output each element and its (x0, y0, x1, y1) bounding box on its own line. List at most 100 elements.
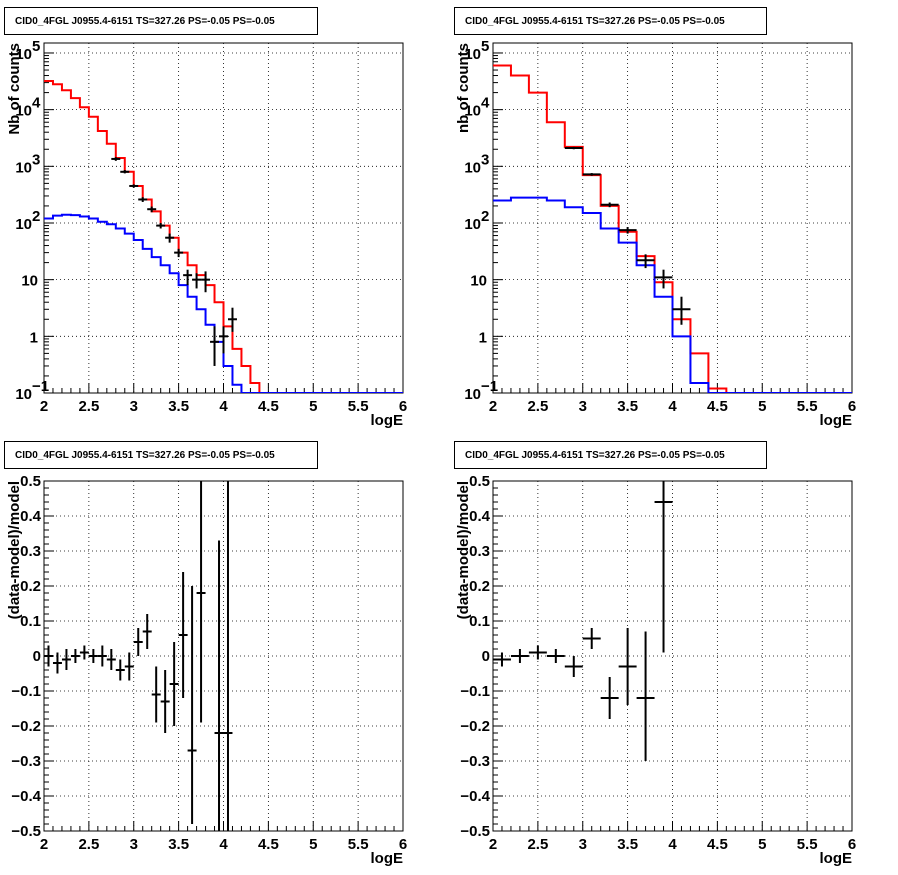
x-tick-label: 4.5 (258, 836, 279, 853)
x-tick-label: 3 (579, 398, 587, 415)
x-tick-label: 4.5 (258, 398, 279, 415)
x-tick-label: 4 (668, 398, 677, 415)
y-tick-label: 10 (15, 159, 32, 176)
y-tick-exponent: −1 (32, 378, 49, 395)
panel-title: CID0_4FGL J0955.4-6151 TS=327.26 PS=-0.0… (465, 16, 725, 27)
x-tick-label: 2.5 (78, 836, 99, 853)
x-tick-label: 5 (758, 398, 766, 415)
x-tick-label: 6 (848, 398, 856, 415)
title-box (4, 441, 318, 469)
data-point (70, 649, 80, 663)
y-tick-label: 10 (464, 386, 481, 403)
x-tick-label: 4 (219, 398, 228, 415)
x-axis-title: logE (820, 850, 853, 867)
ticks (43, 480, 404, 832)
series-group (44, 481, 233, 831)
y-tick-exponent: 2 (32, 208, 40, 225)
series-step-1 (44, 213, 403, 393)
series-group (44, 80, 403, 393)
data-point (174, 248, 184, 258)
x-axis-title: logE (371, 850, 404, 867)
x-axis-title: logE (371, 412, 404, 429)
data-point (111, 157, 121, 161)
y-tick-label: 10 (21, 273, 38, 290)
data-point (124, 652, 134, 681)
data-point (156, 222, 166, 229)
data-point (528, 645, 547, 660)
title-box (454, 441, 767, 469)
x-tick-label: 3.5 (617, 836, 638, 853)
data-point (564, 146, 583, 150)
x-tick-label: 2 (40, 398, 48, 415)
x-tick-label: 5 (309, 398, 317, 415)
data-point (187, 586, 197, 824)
y-tick-label: −0.2 (460, 718, 490, 735)
x-tick-label: 6 (848, 836, 856, 853)
y-tick-label: 0.4 (469, 508, 491, 525)
data-point (44, 645, 53, 667)
y-tick-label: −0.5 (11, 823, 41, 840)
y-tick-exponent: 3 (481, 151, 489, 168)
x-tick-label: 5 (758, 836, 766, 853)
data-point (582, 173, 601, 176)
x-tick-label: 5.5 (797, 398, 818, 415)
data-point (582, 628, 601, 649)
data-point (227, 307, 237, 332)
y-tick-label: 0.2 (469, 578, 490, 595)
y-tick-label: 0.3 (20, 543, 41, 560)
y-axis-title: (data-model)/model (6, 481, 23, 619)
y-tick-label: 10 (470, 273, 487, 290)
x-tick-label: 4 (668, 836, 677, 853)
data-point (169, 642, 179, 726)
data-point (196, 481, 206, 723)
data-point (654, 269, 673, 289)
y-axis-title: Nb of counts (6, 43, 23, 135)
x-tick-label: 4.5 (707, 836, 728, 853)
x-tick-label: 3.5 (168, 836, 189, 853)
y-axis-title: (data-model)/model (455, 481, 472, 619)
data-point (618, 226, 637, 234)
title-box (454, 7, 767, 35)
y-tick-label: 0.5 (469, 473, 490, 490)
x-tick-label: 2.5 (527, 836, 548, 853)
data-point (138, 197, 148, 202)
data-point (88, 649, 98, 663)
series-group (493, 64, 852, 393)
data-point (165, 233, 175, 243)
y-tick-exponent: 4 (32, 95, 41, 112)
data-point (223, 481, 233, 831)
y-tick-label: 10 (464, 216, 481, 233)
x-tick-label: 3 (130, 398, 138, 415)
data-point (129, 184, 139, 188)
panel-bottom-right-residuals: CID0_4FGL J0955.4-6151 TS=327.26 PS=-0.0… (454, 441, 856, 867)
y-tick-label: 0 (482, 648, 490, 665)
data-point (133, 628, 143, 656)
ticks (492, 480, 853, 832)
y-tick-label: 0 (33, 648, 41, 665)
y-tick-exponent: 4 (481, 95, 490, 112)
data-point (510, 649, 529, 663)
y-tick-label: 10 (15, 386, 32, 403)
x-tick-label: 5 (309, 836, 317, 853)
x-axis-title: logE (820, 412, 853, 429)
data-point (618, 628, 637, 705)
x-tick-label: 5.5 (348, 836, 369, 853)
y-tick-label: 1 (30, 329, 38, 346)
data-point (115, 659, 125, 681)
y-tick-label: 0.2 (20, 578, 41, 595)
y-tick-label: 0.4 (20, 508, 42, 525)
y-tick-label: 1 (479, 329, 487, 346)
x-tick-label: 2 (489, 836, 497, 853)
y-tick-label: 10 (464, 46, 481, 63)
data-point (151, 666, 161, 723)
data-point (493, 652, 511, 667)
x-tick-label: 4.5 (707, 398, 728, 415)
y-tick-label: 10 (15, 216, 32, 233)
x-tick-label: 5.5 (348, 398, 369, 415)
series-step-0 (44, 80, 403, 393)
data-point (636, 254, 655, 269)
x-tick-label: 2 (489, 398, 497, 415)
data-point (654, 481, 673, 653)
data-point (183, 269, 193, 286)
